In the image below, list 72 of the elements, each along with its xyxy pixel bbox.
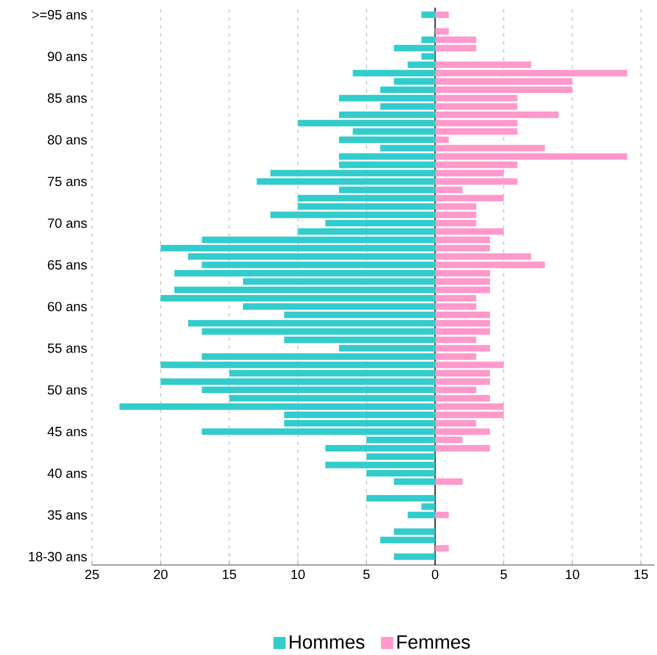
bar — [435, 445, 490, 452]
bar — [435, 28, 449, 35]
bar — [160, 294, 436, 302]
bar — [435, 420, 476, 427]
bar — [325, 445, 436, 452]
bar — [408, 62, 436, 68]
y-tick-label: 50 ans — [48, 385, 87, 395]
bar — [435, 545, 449, 552]
bar — [339, 112, 436, 118]
legend-label: Femmes — [397, 635, 470, 649]
bar — [435, 62, 532, 68]
bar — [435, 44, 476, 52]
bar — [435, 112, 559, 118]
bar — [339, 186, 436, 194]
bar — [435, 512, 449, 518]
bar — [421, 36, 436, 44]
y-tick-label: 18-30 ans — [29, 552, 87, 562]
bar — [435, 344, 490, 352]
bar — [435, 270, 490, 276]
y-tick-label: 55 ans — [48, 344, 87, 353]
x-tick-label: 10 — [291, 570, 305, 580]
bar — [270, 212, 436, 218]
bar — [435, 320, 490, 326]
y-tick-label: 60 ans — [48, 302, 87, 312]
x-tick-label: 15 — [222, 570, 236, 579]
bar — [435, 394, 490, 402]
bar — [435, 244, 490, 252]
bar — [188, 320, 436, 326]
bar — [435, 220, 476, 226]
y-tick-label: 35 ans — [48, 510, 87, 520]
bar — [366, 495, 436, 502]
bar — [435, 36, 476, 44]
bar — [366, 470, 436, 477]
x-tick-label: 15 — [634, 570, 648, 579]
bar — [284, 420, 436, 427]
x-tick-label: 25 — [85, 570, 99, 580]
x-tick-label: 0 — [432, 570, 438, 580]
bar — [325, 220, 436, 226]
x-tick-label: 20 — [154, 570, 168, 580]
bar — [339, 136, 436, 144]
bar — [160, 244, 436, 252]
bar — [435, 162, 518, 168]
bar — [435, 212, 476, 218]
bar — [435, 86, 572, 94]
x-tick-label: 5 — [363, 570, 370, 579]
bar — [174, 270, 436, 276]
x-tick-label: 5 — [500, 570, 507, 579]
bar — [380, 86, 436, 94]
y-tick-label: 75 ans — [48, 176, 87, 186]
y-tick-label: 80 ans — [48, 135, 87, 145]
bar — [229, 370, 436, 376]
bar — [339, 162, 436, 168]
bar — [435, 478, 463, 485]
bar — [435, 136, 449, 144]
bar — [229, 394, 436, 402]
bar — [435, 11, 449, 18]
y-tick-label: 65 ans — [48, 260, 87, 270]
bar — [394, 553, 436, 560]
y-tick-label: 70 ans — [48, 218, 87, 228]
y-tick-label: 45 ans — [48, 426, 87, 436]
bar — [421, 11, 436, 18]
bar — [339, 344, 436, 352]
legend-label: Hommes — [290, 635, 364, 649]
bar — [435, 294, 476, 302]
y-tick-label: 85 ans — [48, 93, 87, 103]
x-tick-label: 10 — [566, 570, 580, 580]
bar — [435, 186, 463, 194]
bar — [394, 478, 436, 485]
bar — [435, 370, 490, 376]
y-tick-label: 90 ans — [48, 52, 87, 62]
y-tick-label: >=95 ans — [32, 10, 87, 20]
y-tick-label: 40 ans — [48, 468, 87, 478]
